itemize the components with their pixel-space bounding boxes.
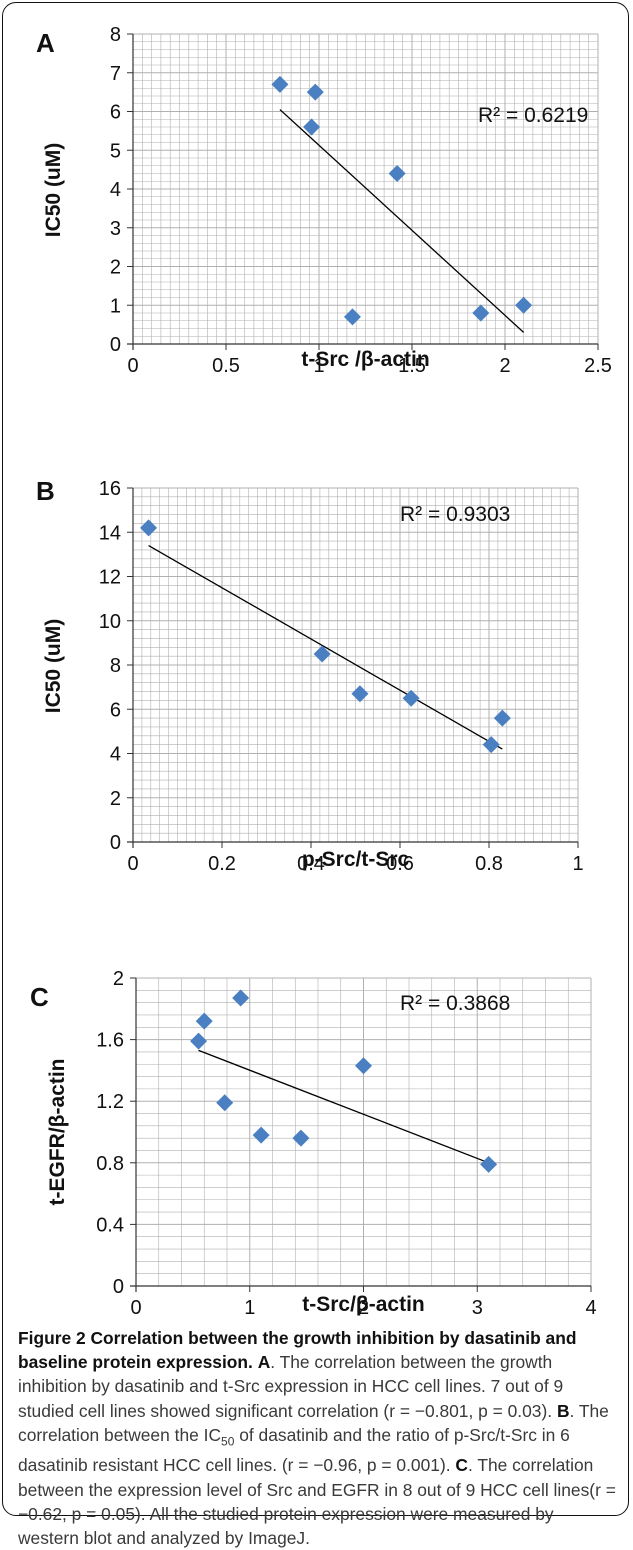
- y-tick-label: 7: [110, 63, 121, 85]
- data-point: [515, 296, 533, 314]
- caption-subscript: 50: [221, 1434, 235, 1449]
- trendline: [279, 109, 525, 333]
- caption-label-c: C: [455, 1455, 468, 1476]
- caption-label-a: A: [257, 1352, 271, 1373]
- x-tick-label: 0.2: [208, 853, 236, 875]
- panel-label: C: [30, 982, 49, 1012]
- r-squared-label: R² = 0.9303: [400, 503, 510, 526]
- panel-label: A: [36, 28, 55, 58]
- y-tick-label: 16: [99, 478, 121, 500]
- data-point: [351, 685, 369, 703]
- x-tick-label: 0.5: [212, 355, 240, 377]
- y-tick-label: 8: [110, 24, 121, 46]
- data-point: [343, 308, 361, 326]
- x-tick-label: 1.5: [398, 355, 426, 377]
- x-tick-label: 2.5: [584, 355, 612, 377]
- data-point: [216, 1094, 234, 1112]
- r-squared-label: R² = 0.6219: [478, 104, 588, 127]
- x-tick-label: 0.8: [475, 853, 503, 875]
- x-tick-label: 0: [127, 853, 138, 875]
- data-point: [190, 1032, 208, 1050]
- y-tick-label: 0: [110, 832, 121, 854]
- data-point: [306, 83, 324, 101]
- data-point: [271, 75, 289, 93]
- data-point: [493, 709, 511, 727]
- x-tick-label: 1: [572, 853, 583, 875]
- x-axis-title: p-Src/t-Src: [302, 848, 410, 871]
- data-point: [292, 1129, 310, 1147]
- panel-label: B: [36, 476, 55, 506]
- x-tick-label: 1: [313, 355, 324, 377]
- figure-caption: Figure 2 Correlation between the growth …: [18, 1326, 618, 1550]
- x-tick-label: 0.6: [386, 853, 414, 875]
- x-tick-label: 2: [358, 1297, 369, 1319]
- y-tick-label: 6: [110, 699, 121, 721]
- data-point: [313, 645, 331, 663]
- data-point: [195, 1012, 213, 1030]
- y-axis-title: IC50 (uM): [42, 619, 65, 714]
- y-axis-title: IC50 (uM): [42, 143, 65, 238]
- y-tick-label: 1.6: [96, 1030, 124, 1052]
- data-point: [482, 736, 500, 754]
- y-tick-label: 14: [99, 522, 121, 544]
- y-tick-label: 5: [110, 140, 121, 162]
- trendline: [148, 544, 503, 750]
- data-point: [252, 1126, 270, 1144]
- y-tick-label: 6: [110, 102, 121, 124]
- y-tick-label: 1.2: [96, 1091, 124, 1113]
- y-axis-title: t-EGFR/β-actin: [46, 1059, 69, 1206]
- y-tick-label: 0.8: [96, 1153, 124, 1175]
- chart-panel-a: 0 1 2 3 4 5 6 7 8 0 0.5 1 1.5 2 2.5 R² = 0.6219 At-Src /…: [36, 24, 612, 377]
- y-tick-label: 4: [110, 179, 121, 201]
- y-tick-label: 10: [99, 611, 121, 633]
- chart-panel-b: 0 2 4 6 8 10 12 14 16 0 0.2 0.4 0.6 0.8 1 R² = 0.9303 Bp…: [36, 476, 584, 875]
- data-point: [480, 1155, 498, 1173]
- data-point: [355, 1057, 372, 1075]
- y-tick-label: 0: [113, 1276, 124, 1298]
- x-tick-label: 2: [499, 355, 510, 377]
- x-axis-title: t-Src /β-actin: [301, 348, 429, 371]
- x-tick-label: 0.4: [297, 853, 325, 875]
- y-tick-label: 2: [113, 968, 124, 990]
- x-tick-label: 0: [130, 1297, 141, 1319]
- x-tick-label: 1: [244, 1297, 255, 1319]
- data-point: [303, 118, 321, 136]
- chart-panel-c: 0 0.4 0.8 1.2 1.6 2 0 1 2 3 4 R² = 0.3868 Ct-Src/β-a…: [30, 968, 597, 1319]
- y-tick-label: 8: [110, 655, 121, 677]
- data-point: [140, 519, 158, 537]
- y-tick-label: 4: [110, 744, 121, 766]
- x-tick-label: 0: [127, 355, 138, 377]
- caption-text-b2: of dasatinib and the ratio of p-Src/t-Sr…: [18, 1424, 570, 1476]
- caption-label-b: B: [556, 1400, 570, 1421]
- y-tick-label: 0.4: [96, 1214, 124, 1236]
- y-tick-label: 0: [110, 334, 121, 356]
- data-point: [472, 304, 490, 322]
- x-axis-title: t-Src/β-actin: [302, 1293, 425, 1316]
- caption-text-a: . The correlation between the growth inh…: [18, 1352, 564, 1421]
- y-tick-label: 3: [110, 218, 121, 240]
- y-tick-label: 12: [99, 567, 121, 589]
- x-tick-label: 3: [472, 1297, 483, 1319]
- x-tick-label: 4: [585, 1297, 596, 1319]
- caption-text-b1: . The correlation between the IC: [18, 1400, 609, 1445]
- r-squared-label: R² = 0.3868: [400, 992, 510, 1015]
- data-point: [232, 989, 250, 1007]
- trendline: [198, 1049, 489, 1164]
- y-tick-label: 2: [110, 788, 121, 810]
- data-point: [402, 689, 420, 707]
- data-point: [388, 165, 406, 182]
- y-tick-label: 1: [110, 295, 121, 317]
- y-tick-label: 2: [110, 257, 121, 279]
- caption-title: Figure 2 Correlation between the growth …: [18, 1328, 577, 1373]
